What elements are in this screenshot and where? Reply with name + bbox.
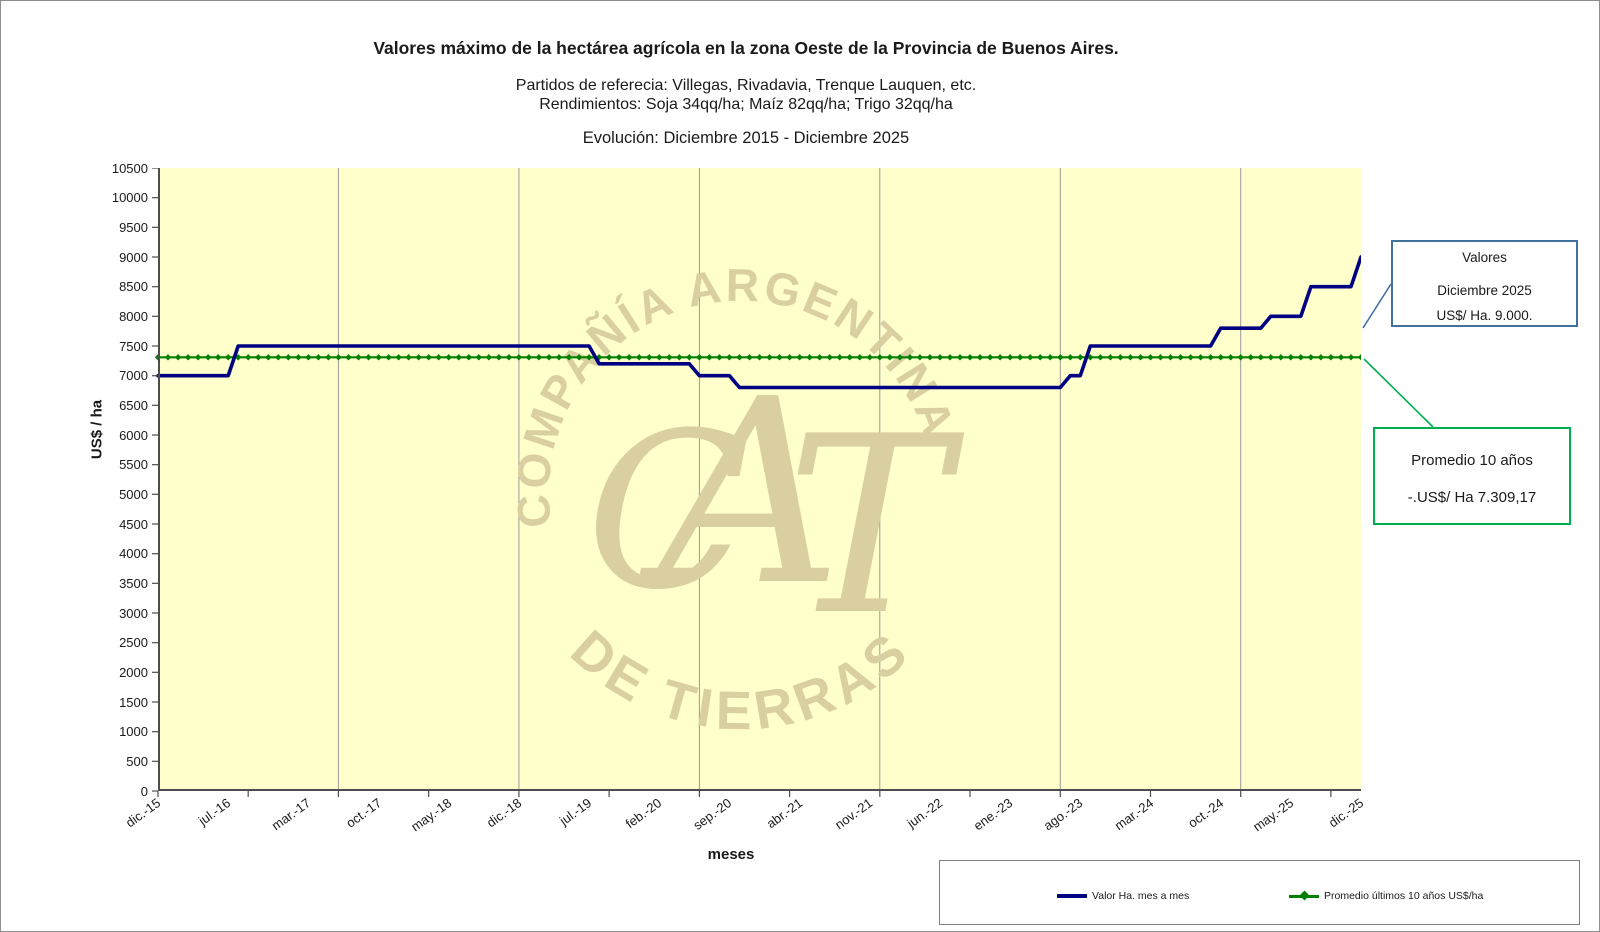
x-tick-label: abr.-21 [763, 795, 805, 832]
subtitle-partidos: Partidos de referecia: Villegas, Rivadav… [515, 77, 977, 94]
x-tick-label: mar.-17 [269, 795, 314, 834]
promedio-connector-line [1363, 358, 1434, 428]
x-tick-label: jul.-16 [195, 795, 234, 829]
watermark-monogram: C A T [586, 345, 965, 669]
y-tick-label: 1500 [119, 694, 148, 710]
x-tick-label: dic.-15 [122, 795, 164, 831]
y-tick-label: 6000 [119, 427, 148, 443]
y-tick-label: 4000 [119, 546, 148, 562]
valores-annotation-box: Valores Diciembre 2025 US$/ Ha. 9.000. [1391, 240, 1578, 327]
y-tick-label: 10500 [111, 160, 148, 176]
x-tick-label: jul.-19 [556, 795, 595, 829]
promedio-box-value: -.US$/ Ha 7.309,17 [1407, 489, 1537, 506]
y-tick-label: 5500 [119, 457, 148, 473]
legend-blue-line-sample [1057, 894, 1087, 898]
x-axis-title: meses [707, 846, 755, 863]
y-tick-label: 9500 [119, 219, 148, 235]
x-tick-label: may.-18 [407, 795, 454, 835]
legend-label-promedio: Promedio últimos 10 años US$/ha [1324, 890, 1484, 902]
value-line-series [156, 255, 1361, 390]
svg-text:C: C [586, 386, 751, 637]
y-tick-label: 3500 [119, 575, 148, 591]
subtitle-rendimientos: Rendimientos: Soja 34qq/ha; Maíz 82qq/ha… [539, 96, 953, 113]
x-tick-label: ago.-23 [1041, 795, 1086, 834]
x-tick-label: oct.-17 [342, 795, 384, 831]
valores-box-title: Valores [1462, 250, 1507, 265]
legend-diamond-marker-icon [1299, 890, 1310, 901]
x-tick-label: nov.-21 [831, 795, 876, 833]
y-tick-label: 5000 [119, 486, 148, 502]
promedio-box-title: Promedio 10 años [1411, 452, 1533, 469]
x-tick-label: sep.-20 [690, 795, 735, 833]
valores-box-value: US$/ Ha. 9.000. [1436, 308, 1533, 323]
y-tick-label: 500 [126, 753, 148, 769]
x-tick-label: dic.-18 [483, 795, 525, 831]
legend-label-valor: Valor Ha. mes a mes [1092, 890, 1190, 902]
valores-connector-line [1362, 283, 1392, 329]
x-tick-label: mar.-24 [1111, 795, 1156, 834]
y-tick-label: 8500 [119, 279, 148, 295]
y-tick-label: 6500 [119, 397, 148, 413]
x-tick-label: jun.-22 [904, 795, 946, 831]
x-tick-label: dic.-25 [1325, 795, 1367, 831]
y-tick-label: 2000 [119, 664, 148, 680]
y-tick-label: 7000 [119, 368, 148, 384]
y-tick-label: 10000 [111, 190, 148, 206]
average-line-diamond-markers [154, 354, 1361, 361]
page-title: Valores máximo de la hectárea agrícola e… [373, 38, 1119, 58]
y-tick-label: 7500 [119, 338, 148, 354]
subtitle-evolucion: Evolución: Diciembre 2015 - Diciembre 20… [582, 129, 910, 147]
y-tick-label: 1000 [119, 724, 148, 740]
y-tick-label: 2500 [119, 635, 148, 651]
y-tick-label: 4500 [119, 516, 148, 532]
plot-background [158, 168, 1361, 791]
svg-text:A: A [638, 345, 842, 642]
x-tick-label: may.-25 [1249, 795, 1297, 835]
y-tick-label: 3000 [119, 605, 148, 621]
y-tick-label: 9000 [119, 249, 148, 265]
svg-text:T: T [786, 384, 965, 669]
y-tick-label: 0 [140, 783, 148, 799]
y-tick-label: 8000 [119, 308, 148, 324]
x-tick-label: oct.-24 [1184, 795, 1226, 831]
x-tick-label: ene.-23 [970, 795, 1016, 834]
valores-box-date: Diciembre 2025 [1437, 283, 1532, 298]
promedio-annotation-box: Promedio 10 años -.US$/ Ha 7.309,17 [1373, 427, 1571, 525]
legend-box: Valor Ha. mes a mes Promedio últimos 10 … [939, 860, 1580, 925]
x-tick-label: feb.-20 [622, 795, 665, 832]
